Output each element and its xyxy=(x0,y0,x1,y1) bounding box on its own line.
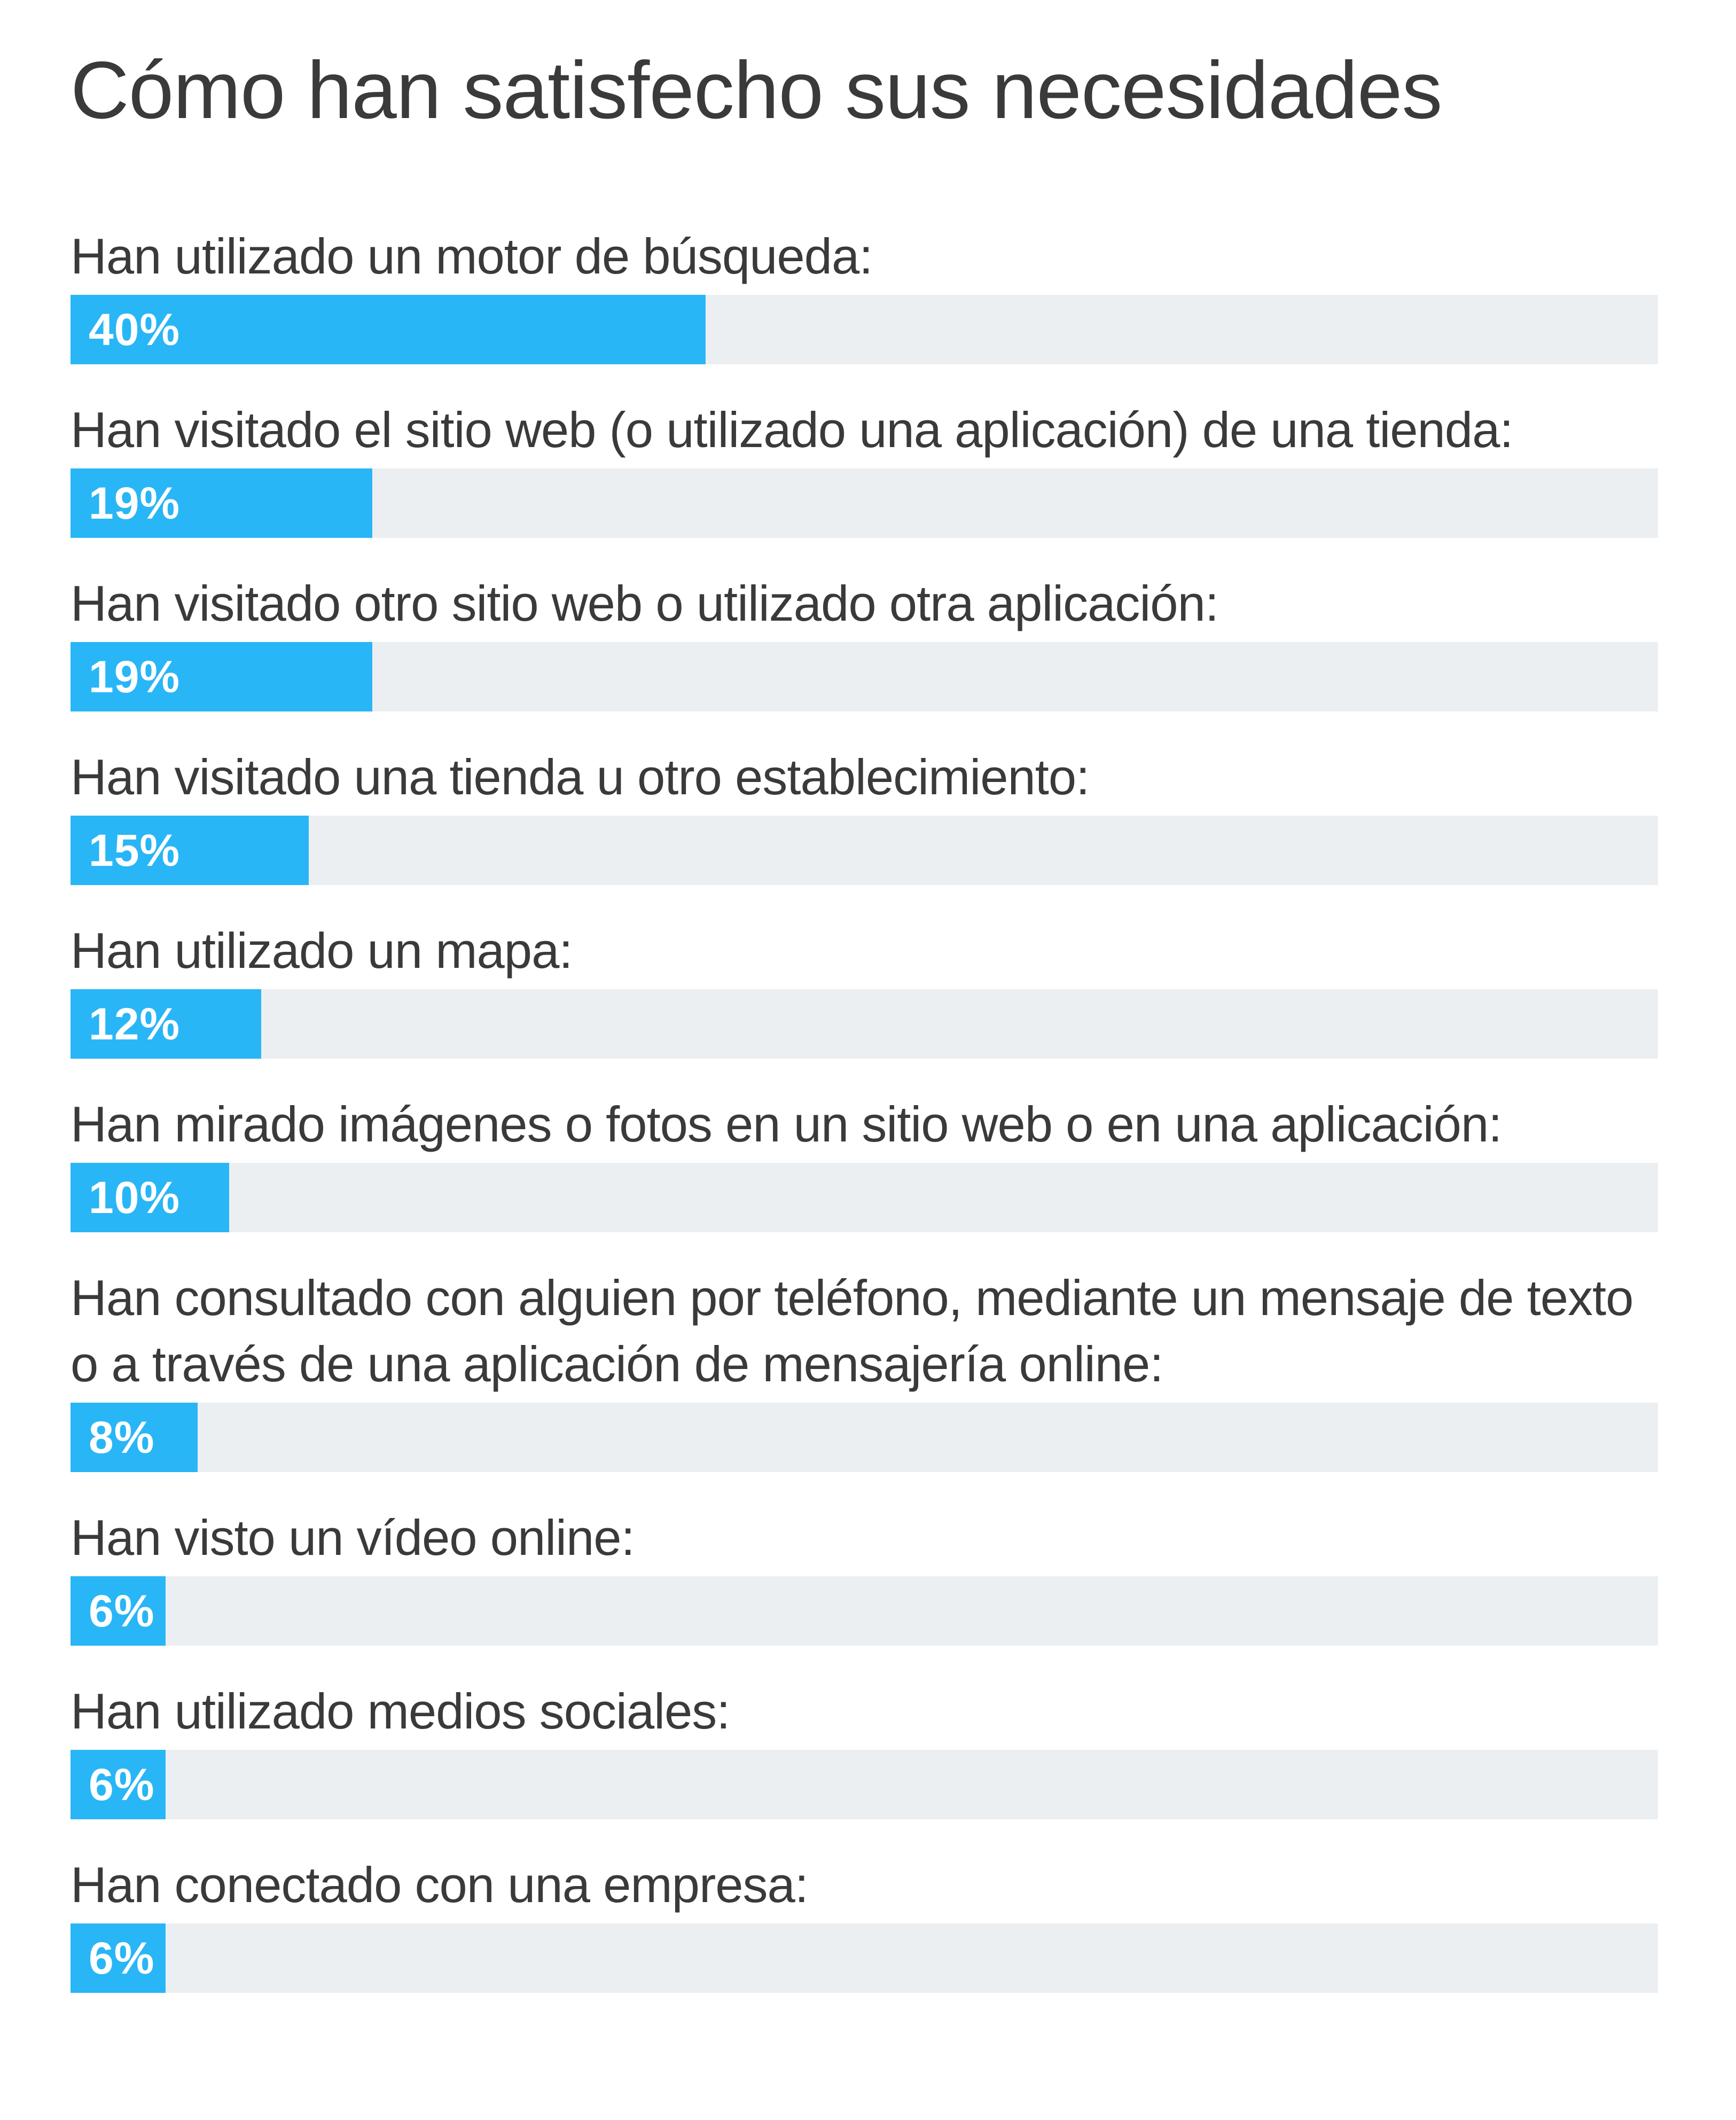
bar-row: Han utilizado un motor de búsqueda: 40% xyxy=(71,223,1658,364)
bar-track: 15% xyxy=(71,816,1658,885)
category-label: Han utilizado un motor de búsqueda: xyxy=(71,228,873,284)
value-label: 19% xyxy=(89,652,181,702)
category-label: Han visitado el sitio web (o utilizado u… xyxy=(71,402,1513,458)
bar-fill xyxy=(71,1750,166,1819)
bar-fill xyxy=(71,468,372,538)
bar-row: Han mirado imágenes o fotos en un sitio … xyxy=(71,1091,1658,1232)
bar-fill xyxy=(71,816,309,885)
bar-track: 8% xyxy=(71,1403,1658,1472)
bar-track: 40% xyxy=(71,295,1658,364)
bar-row: Han visto un vídeo online: 6% xyxy=(71,1505,1658,1646)
bar-fill xyxy=(71,1576,166,1646)
value-label: 8% xyxy=(89,1412,155,1462)
bar-fill xyxy=(71,642,372,711)
category-label: Han utilizado medios sociales: xyxy=(71,1683,730,1739)
value-label: 6% xyxy=(89,1586,155,1636)
bar-fill xyxy=(71,1403,198,1472)
bar-row: Han conectado con una empresa: 6% xyxy=(71,1852,1658,1993)
bar-row: Han visitado el sitio web (o utilizado u… xyxy=(71,397,1658,538)
value-label: 40% xyxy=(89,304,181,355)
chart-title: Cómo han satisfecho sus necesidades xyxy=(71,45,1442,136)
bar-track: 19% xyxy=(71,468,1658,538)
bar-row: Han visitado una tienda u otro estableci… xyxy=(71,744,1658,885)
bar-track: 6% xyxy=(71,1576,1658,1646)
bar-row: Han consultado con alguien por teléfono,… xyxy=(71,1265,1658,1472)
bar-row: Han utilizado medios sociales: 6% xyxy=(71,1678,1658,1819)
category-label: Han conectado con una empresa: xyxy=(71,1857,809,1913)
bar-track: 10% xyxy=(71,1163,1658,1232)
category-label: Han mirado imágenes o fotos en un sitio … xyxy=(71,1096,1502,1152)
bar-fill xyxy=(71,295,706,364)
category-label: Han visitado una tienda u otro estableci… xyxy=(71,749,1090,805)
bar-row: Han utilizado un mapa: 12% xyxy=(71,918,1658,1059)
value-label: 10% xyxy=(89,1172,181,1223)
value-label: 15% xyxy=(89,825,181,875)
value-label: 19% xyxy=(89,478,181,528)
value-label: 6% xyxy=(89,1933,155,1983)
value-label: 12% xyxy=(89,999,181,1049)
bar-fill xyxy=(71,1163,230,1232)
survey-bar-chart: Cómo han satisfecho sus necesidades Han … xyxy=(71,0,1658,2120)
bar-track: 12% xyxy=(71,989,1658,1059)
category-label: Han consultado con alguien por teléfono,… xyxy=(71,1270,1633,1392)
bar-row: Han visitado otro sitio web o utilizado … xyxy=(71,570,1658,711)
category-label: Han visitado otro sitio web o utilizado … xyxy=(71,575,1219,631)
category-label: Han visto un vídeo online: xyxy=(71,1509,635,1566)
bar-fill xyxy=(71,1923,166,1993)
bar-fill xyxy=(71,989,261,1059)
bar-track: 6% xyxy=(71,1750,1658,1819)
bar-rows: Han utilizado un motor de búsqueda: 40% Ha… xyxy=(71,223,1658,1993)
bar-track: 19% xyxy=(71,642,1658,711)
category-label: Han utilizado un mapa: xyxy=(71,922,573,979)
value-label: 6% xyxy=(89,1759,155,1810)
bar-track: 6% xyxy=(71,1923,1658,1993)
